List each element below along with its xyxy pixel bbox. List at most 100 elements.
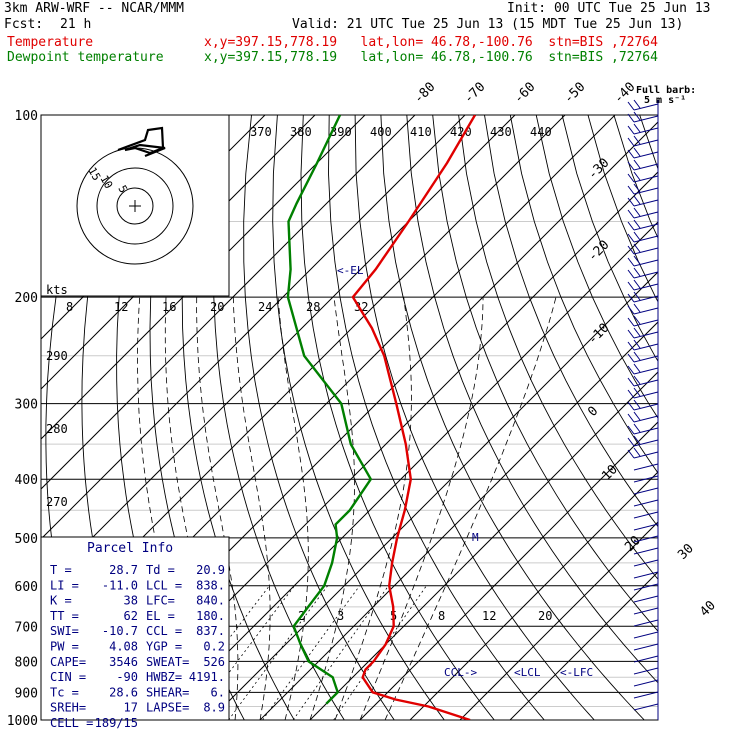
parcel-key: SWI=	[50, 624, 79, 638]
wind-barb	[633, 127, 659, 135]
wind-barb-feather	[627, 401, 635, 411]
wind-barb	[633, 271, 659, 279]
wind-barb-feather	[627, 173, 635, 183]
parcel-key: SHEAR=	[146, 685, 189, 699]
wind-barb-feather	[633, 147, 641, 157]
pressure-label: 600	[15, 580, 38, 595]
wind-barb-feather	[627, 425, 635, 435]
wind-barb-feather	[627, 161, 635, 171]
wind-barb	[633, 523, 659, 531]
isotherm	[159, 221, 658, 720]
parcel-value: 28.7	[109, 563, 138, 577]
dry-adiabat	[380, 115, 645, 720]
parcel-key: EL =	[146, 609, 175, 623]
wind-barb	[633, 511, 659, 519]
wind-barb	[633, 235, 659, 243]
wind-barb-feather	[633, 399, 641, 409]
dry-adiabat	[639, 115, 658, 171]
wind-barb-feather	[633, 279, 641, 289]
parcel-value: 38	[124, 594, 138, 608]
wind-barb-feather	[627, 149, 635, 159]
pressure-label: 1000	[7, 714, 38, 729]
wind-barb-feather	[633, 315, 641, 325]
wind-barb-feather	[633, 183, 641, 193]
isotherm-label: -10	[585, 321, 612, 348]
isotherm-label: -20	[585, 238, 612, 265]
dry-adiabat	[484, 115, 658, 528]
valid-time: Valid: 21 UTC Tue 25 Jun 13 (15 MDT Tue …	[292, 17, 684, 32]
ccl-marker: CCL->	[444, 666, 477, 679]
wind-barb	[633, 631, 659, 639]
wind-barb	[633, 115, 659, 123]
parcel-value: 189/15	[95, 716, 138, 730]
wind-barb-feather	[633, 135, 641, 145]
pressure-label: 800	[15, 655, 38, 670]
wind-barb-feather	[633, 351, 641, 361]
parcel-value: 4191.	[189, 670, 225, 684]
wind-barb-feather	[633, 171, 641, 181]
wind-barb	[633, 619, 659, 627]
wind-barb-feather	[633, 255, 641, 265]
wind-barb-feather	[633, 111, 641, 121]
isotherm-label: 0	[585, 404, 601, 420]
wind-barb-feather	[633, 387, 641, 397]
wind-barb	[633, 427, 659, 435]
mixing-ratio-line	[262, 585, 360, 720]
parcel-key: LAPSE=	[146, 701, 189, 715]
parcel-key: T =	[50, 563, 72, 577]
wind-barb	[633, 319, 659, 327]
parcel-value: 28.6	[109, 685, 138, 699]
moist-adiabat	[277, 297, 309, 720]
isotherm	[41, 115, 516, 590]
dry-adiabat	[561, 115, 658, 363]
wind-barb	[633, 175, 659, 183]
moist-adiabat	[384, 296, 557, 720]
parcel-value: 840.	[196, 594, 225, 608]
parcel-value: 526	[203, 655, 225, 669]
wind-barb	[633, 475, 659, 483]
wind-barb-feather	[627, 245, 635, 255]
wind-speed-label: 24	[258, 300, 272, 314]
parcel-value: 837.	[196, 624, 225, 638]
parcel-info-panel	[40, 536, 230, 721]
parcel-value: 8.9	[203, 701, 225, 715]
wind-barb-feather	[627, 113, 635, 123]
wind-barb-feather	[627, 269, 635, 279]
wind-barb-feather	[633, 291, 641, 301]
isotherm-label: -60	[511, 80, 538, 107]
isotherm-label: -40	[611, 80, 638, 107]
wind-barb-feather	[633, 363, 641, 373]
hodograph-unit: kts	[46, 283, 68, 297]
temperature-location: x,y=397.15,778.19 lat,lon= 46.78,-100.76…	[204, 35, 658, 50]
wind-barb-feather	[627, 437, 635, 447]
isotherm-label: 40	[697, 598, 719, 620]
parcel-key: YGP =	[146, 640, 182, 654]
parcel-key: CIN =	[50, 670, 86, 684]
wind-barb	[633, 103, 659, 111]
wind-barb	[633, 355, 659, 363]
wind-barb-feather	[627, 125, 635, 135]
theta-e-label: 400	[370, 125, 392, 139]
theta-label: 270	[46, 495, 68, 509]
wind-barb	[633, 343, 659, 351]
wind-barb	[633, 547, 659, 555]
isotherm-label: 10	[599, 462, 621, 484]
isotherm	[41, 115, 366, 440]
wind-barb	[633, 415, 659, 423]
wind-barb	[633, 151, 659, 159]
wind-barb	[633, 199, 659, 207]
hodograph-ring	[96, 167, 174, 245]
wind-speed-label: 16	[162, 300, 176, 314]
wind-barb	[633, 595, 659, 603]
parcel-value: 4.08	[109, 640, 138, 654]
init-time: Init: 00 UTC Tue 25 Jun 13	[507, 1, 711, 16]
parcel-key: CAPE=	[50, 655, 86, 669]
parcel-value: 17	[124, 701, 138, 715]
wind-barb	[633, 535, 659, 543]
isotherm-label: -30	[585, 156, 612, 183]
wind-barb-feather	[633, 231, 641, 241]
wind-barb-feather	[627, 185, 635, 195]
wind-barb	[633, 499, 659, 507]
pressure-label: 700	[15, 620, 38, 635]
mixing-ratio-label: 12	[482, 609, 496, 623]
